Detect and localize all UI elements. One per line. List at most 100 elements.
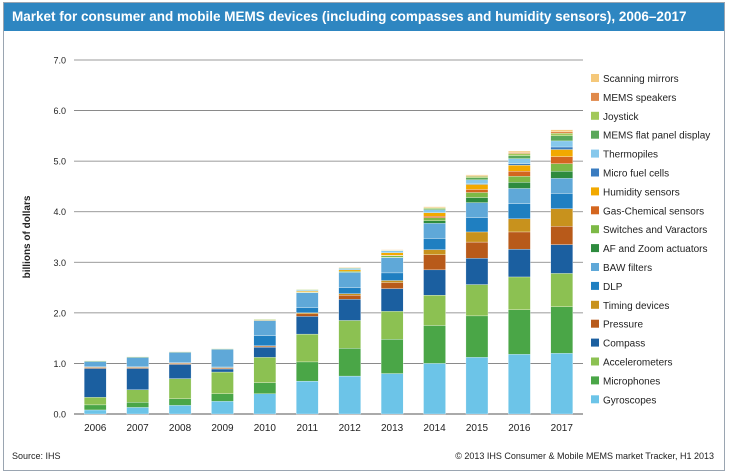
bar-segment [380, 252, 404, 256]
bar-segment [423, 206, 446, 208]
legend-label: Thermopiles [603, 150, 658, 161]
bar-segment [338, 271, 361, 273]
bar-segment [380, 257, 404, 274]
bar-segment [380, 311, 404, 340]
bar-segment [253, 320, 277, 336]
bar-segment [338, 293, 361, 296]
bar-segment [550, 129, 573, 132]
bar-segment [465, 184, 489, 190]
bar-segment [423, 249, 446, 255]
bar-segment [84, 397, 107, 406]
bar-segment [508, 165, 531, 172]
bar-segment [253, 393, 277, 415]
y-tick-label: 4.0 [53, 207, 66, 217]
legend-swatch [591, 300, 599, 309]
legend-label: MEMS flat panel display [603, 131, 710, 142]
x-tick-label: 2013 [381, 423, 404, 434]
bar-segment [508, 188, 531, 204]
bar-segment [211, 348, 234, 350]
legend-label: Accelerometers [603, 358, 672, 369]
bar-segment [126, 368, 149, 390]
source-note: Source: IHS [12, 451, 61, 461]
bar-segment [168, 364, 192, 379]
bar-segment [84, 404, 107, 411]
bar-segment [296, 290, 319, 293]
bar-segment [465, 217, 489, 233]
bar-segment [211, 349, 234, 368]
bar-segment [550, 208, 573, 227]
bar-segment [168, 351, 192, 353]
bar-segment [253, 357, 277, 383]
bar-segment [168, 352, 192, 363]
bar-segment [126, 389, 149, 403]
legend-label: Micro fuel cells [603, 169, 669, 180]
legend-label: Gyroscopes [603, 395, 656, 406]
bar-segment [423, 208, 446, 210]
y-tick-label: 6.0 [53, 106, 66, 116]
bar-segment [126, 407, 149, 415]
bar-segment [168, 378, 192, 399]
legend-label: MEMS speakers [603, 93, 676, 104]
legend-label: Switches and Varactors [603, 225, 707, 236]
bar-segment [465, 284, 489, 317]
bar-segment [508, 203, 531, 219]
legend-label: Microphones [603, 376, 660, 387]
bar-segment [338, 272, 361, 288]
bar-segment [465, 315, 489, 358]
bar-segment [550, 273, 573, 307]
bar-segment [338, 375, 361, 415]
bar-segment [465, 202, 489, 218]
legend-label: BAW filters [603, 263, 652, 274]
bar-segment [508, 309, 531, 355]
bar-segment [550, 156, 573, 164]
bar-segment [423, 216, 446, 218]
bar-segment [508, 171, 531, 177]
bar-segment [253, 347, 277, 358]
bar-segment [550, 171, 573, 179]
bar-segment [550, 149, 573, 157]
bar-segment [508, 150, 531, 153]
legend-label: Timing devices [603, 301, 669, 312]
bar-segment [338, 267, 361, 269]
bar-segment [380, 373, 404, 415]
bar-segment [211, 371, 234, 394]
legend-swatch [591, 130, 599, 139]
bar-segment [211, 401, 234, 415]
legend-swatch [591, 357, 599, 366]
bar-segment [296, 316, 319, 335]
bar-segment [296, 289, 319, 291]
bar-segment [296, 313, 319, 317]
bar-segment [423, 238, 446, 250]
bar-segment [423, 325, 446, 364]
bar-segment [508, 163, 531, 166]
legend-swatch [591, 92, 599, 101]
legend-swatch [591, 225, 599, 234]
bar-segment [465, 192, 489, 198]
y-tick-label: 2.0 [53, 308, 66, 318]
x-tick-label: 2014 [423, 423, 446, 434]
bar-segment [508, 231, 531, 250]
bar-segment [84, 361, 107, 367]
bar-segment [253, 319, 277, 321]
bar-segment [423, 269, 446, 296]
legend-label: Humidity sensors [603, 187, 680, 198]
legend-swatch [591, 187, 599, 196]
bar-segment [550, 353, 573, 415]
legend-label: Compass [603, 339, 645, 350]
bar-segment [508, 158, 531, 164]
bar-segment [508, 152, 531, 154]
bar-segment [84, 360, 107, 362]
bar-segment [423, 223, 446, 239]
legend-swatch [591, 395, 599, 404]
bar-segment [380, 288, 404, 312]
bar-segment [465, 197, 489, 203]
bar-segment [380, 282, 404, 289]
bar-segment [84, 409, 107, 415]
bar-segment [84, 368, 107, 398]
bar-segment [465, 258, 489, 285]
bar-segment [465, 174, 489, 176]
legend-label: Pressure [603, 320, 643, 331]
bar-segment [465, 357, 489, 415]
bar-segment [423, 212, 446, 217]
